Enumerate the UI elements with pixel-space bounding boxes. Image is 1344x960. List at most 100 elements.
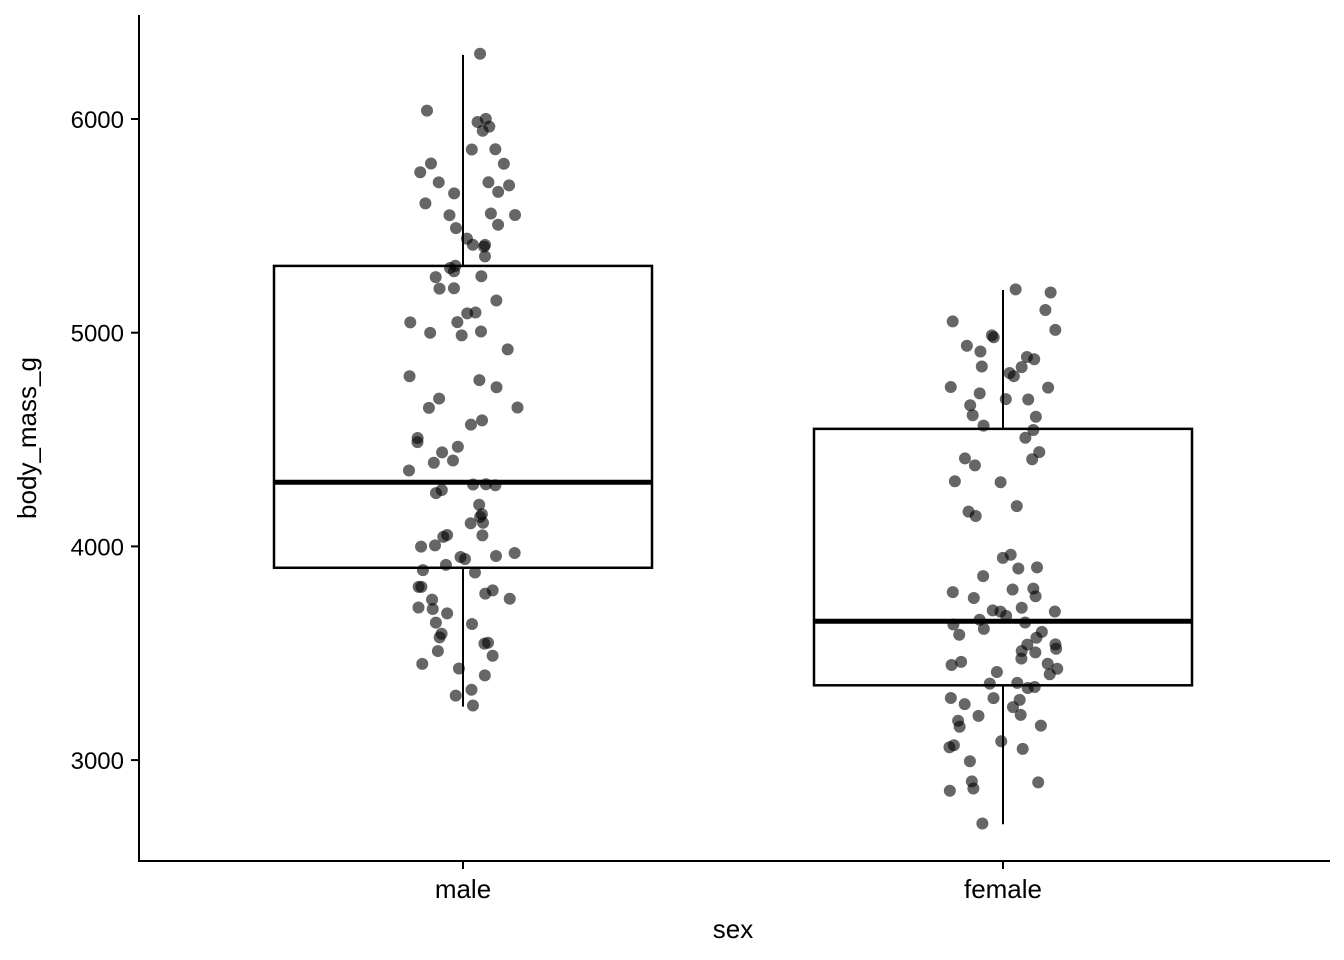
data-point xyxy=(1048,605,1061,618)
data-point xyxy=(465,143,478,156)
data-point xyxy=(1050,642,1063,655)
y-ticks: 3000 4000 5000 6000 xyxy=(71,107,139,775)
data-point xyxy=(492,185,505,198)
data-point xyxy=(944,381,957,394)
data-point xyxy=(987,692,1000,705)
data-point xyxy=(1004,548,1017,561)
data-point xyxy=(449,222,462,235)
data-point xyxy=(429,539,442,552)
data-point xyxy=(969,510,982,523)
data-point xyxy=(1041,657,1054,670)
x-tick-label-male: male xyxy=(435,874,491,904)
x-ticks: male female xyxy=(435,861,1042,904)
data-point xyxy=(465,683,478,696)
data-point xyxy=(426,603,439,616)
data-point xyxy=(964,399,977,412)
data-point xyxy=(509,208,522,221)
data-point xyxy=(443,209,456,222)
data-point xyxy=(1029,410,1042,423)
jitter-points xyxy=(402,47,1064,830)
data-point xyxy=(479,587,492,600)
data-point xyxy=(503,179,516,192)
data-point xyxy=(415,540,428,553)
data-point xyxy=(1039,303,1052,316)
y-axis-label: body_mass_g xyxy=(12,357,42,519)
data-point xyxy=(1009,283,1022,296)
data-point xyxy=(944,692,957,705)
data-point xyxy=(501,343,514,356)
data-point xyxy=(473,498,486,511)
data-point xyxy=(486,649,499,662)
data-point xyxy=(473,374,486,387)
data-point xyxy=(464,418,477,431)
data-point xyxy=(452,662,465,675)
data-point xyxy=(433,631,446,644)
data-point xyxy=(943,741,956,754)
box-male xyxy=(272,54,654,707)
box-female xyxy=(812,289,1194,825)
data-point xyxy=(420,104,433,117)
data-point xyxy=(966,409,979,422)
data-point xyxy=(476,414,489,427)
data-point xyxy=(1031,561,1044,574)
data-point xyxy=(999,393,1012,406)
data-point xyxy=(994,476,1007,489)
data-point xyxy=(478,669,491,682)
data-point xyxy=(1029,590,1042,603)
data-point xyxy=(446,454,459,467)
data-point xyxy=(424,326,437,339)
data-point xyxy=(429,616,442,629)
data-point xyxy=(987,331,1000,344)
data-point xyxy=(974,345,987,358)
data-point xyxy=(960,339,973,352)
data-point xyxy=(478,250,491,263)
data-point xyxy=(968,459,981,472)
data-point xyxy=(983,677,996,690)
data-point xyxy=(422,401,435,414)
data-point xyxy=(433,282,446,295)
data-point xyxy=(945,658,958,671)
data-point xyxy=(946,315,959,328)
data-point xyxy=(975,360,988,373)
data-point xyxy=(1010,500,1023,513)
data-point xyxy=(1034,719,1047,732)
data-point xyxy=(967,592,980,605)
data-point xyxy=(404,316,417,329)
data-point xyxy=(429,271,442,284)
y-tick-label: 4000 xyxy=(71,534,124,561)
data-point xyxy=(489,143,502,156)
data-point xyxy=(403,370,416,383)
data-point xyxy=(1003,366,1016,379)
data-point xyxy=(477,516,490,529)
x-tick-label-female: female xyxy=(964,874,1042,904)
data-point xyxy=(967,782,980,795)
iqr-box xyxy=(812,427,1194,687)
data-point xyxy=(447,282,460,295)
data-point xyxy=(490,381,503,394)
data-point xyxy=(466,699,479,712)
data-point xyxy=(490,550,503,563)
data-point xyxy=(482,176,495,189)
data-point xyxy=(478,240,491,253)
data-point xyxy=(1006,701,1019,714)
data-point xyxy=(454,550,467,563)
data-point xyxy=(1012,562,1025,575)
data-point xyxy=(451,316,464,329)
data-point xyxy=(412,601,425,614)
data-point xyxy=(511,401,524,414)
data-point xyxy=(451,440,464,453)
data-point xyxy=(953,628,966,641)
data-point xyxy=(448,187,461,200)
data-point xyxy=(1021,681,1034,694)
data-point xyxy=(1049,323,1062,336)
data-point xyxy=(466,618,479,631)
data-point xyxy=(976,817,989,830)
data-point xyxy=(977,622,990,635)
data-point xyxy=(432,176,445,189)
data-point xyxy=(972,709,985,722)
data-point xyxy=(469,306,482,319)
data-point xyxy=(953,720,966,733)
data-point xyxy=(431,645,444,658)
data-point xyxy=(429,487,442,500)
